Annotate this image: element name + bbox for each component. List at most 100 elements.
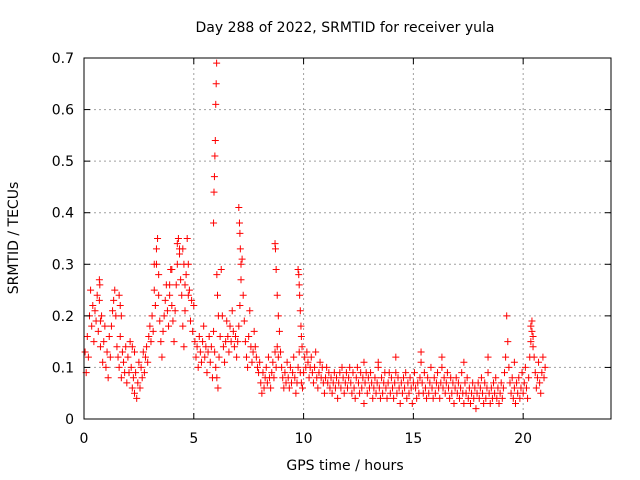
data-point: [203, 369, 211, 377]
data-point: [508, 374, 516, 382]
data-point: [323, 363, 331, 371]
data-point: [538, 369, 546, 377]
scatter-points: [81, 59, 549, 413]
data-point: [442, 379, 450, 387]
chart-title: Day 288 of 2022, SRMTID for receiver yul…: [195, 20, 494, 36]
data-point: [216, 332, 224, 340]
data-point: [201, 353, 209, 361]
data-point: [148, 312, 156, 320]
data-point: [529, 332, 537, 340]
data-point: [106, 353, 114, 361]
data-point: [96, 281, 104, 289]
data-point: [403, 394, 411, 402]
x-tick-label: 10: [295, 431, 313, 447]
data-point: [271, 245, 279, 253]
data-point: [113, 343, 121, 351]
data-point: [479, 389, 487, 397]
data-point: [179, 245, 187, 253]
data-point: [136, 384, 144, 392]
data-point: [460, 358, 468, 366]
data-point: [376, 394, 384, 402]
data-point: [441, 389, 449, 397]
data-point: [401, 384, 409, 392]
data-point: [295, 348, 303, 356]
data-point: [103, 348, 111, 356]
data-point: [241, 338, 249, 346]
data-point: [95, 296, 103, 304]
data-point: [235, 219, 243, 227]
data-point: [87, 286, 95, 294]
data-point: [118, 348, 126, 356]
data-point: [417, 358, 425, 366]
data-point: [274, 312, 282, 320]
data-point: [160, 312, 168, 320]
data-point: [273, 343, 281, 351]
data-point: [295, 271, 303, 279]
data-point: [232, 332, 240, 340]
data-point: [179, 322, 187, 330]
data-point: [516, 394, 524, 402]
data-point: [166, 291, 174, 299]
data-point: [96, 343, 104, 351]
data-point: [274, 353, 282, 361]
data-point: [246, 307, 254, 315]
data-point: [421, 384, 429, 392]
data-point: [390, 394, 398, 402]
data-point: [495, 400, 503, 408]
data-point: [168, 302, 176, 310]
data-point: [384, 379, 392, 387]
data-point: [505, 363, 513, 371]
data-point: [536, 379, 544, 387]
data-point: [354, 379, 362, 387]
x-tick-label: 5: [189, 431, 198, 447]
data-point: [195, 332, 203, 340]
data-point: [344, 384, 351, 392]
data-point: [93, 291, 101, 299]
data-point: [353, 363, 361, 371]
data-point: [227, 338, 235, 346]
data-point: [205, 332, 213, 340]
data-point: [396, 400, 404, 408]
data-point: [122, 343, 130, 351]
data-point: [151, 302, 159, 310]
data-point: [155, 291, 163, 299]
data-point: [161, 296, 169, 304]
data-point: [228, 307, 236, 315]
data-point: [457, 384, 465, 392]
data-point: [450, 400, 458, 408]
data-point: [235, 322, 243, 330]
data-point: [481, 379, 489, 387]
data-point: [102, 363, 110, 371]
y-tick-label: 0.5: [52, 154, 74, 170]
data-point: [186, 317, 194, 325]
data-point: [397, 379, 405, 387]
data-point: [529, 343, 537, 351]
data-point: [269, 358, 277, 366]
data-point: [352, 374, 360, 382]
data-point: [452, 374, 460, 382]
data-point: [267, 384, 275, 392]
data-point: [387, 374, 395, 382]
data-point: [537, 389, 545, 397]
x-axis-label: GPS time / hours: [286, 458, 403, 474]
data-point: [258, 389, 266, 397]
data-point: [371, 374, 379, 382]
data-point: [180, 343, 188, 351]
data-point: [334, 394, 342, 402]
data-point: [237, 276, 245, 284]
data-point: [298, 384, 306, 392]
data-point: [215, 353, 223, 361]
data-point: [182, 271, 190, 279]
x-tick-label: 15: [404, 431, 422, 447]
data-point: [316, 358, 324, 366]
data-point: [314, 384, 322, 392]
data-point: [369, 394, 377, 402]
data-point: [510, 384, 518, 392]
data-point: [188, 296, 196, 304]
data-point: [131, 348, 139, 356]
data-point: [482, 394, 490, 402]
data-point: [213, 374, 221, 382]
y-tick-label: 0.2: [52, 309, 74, 325]
data-point: [268, 369, 276, 377]
